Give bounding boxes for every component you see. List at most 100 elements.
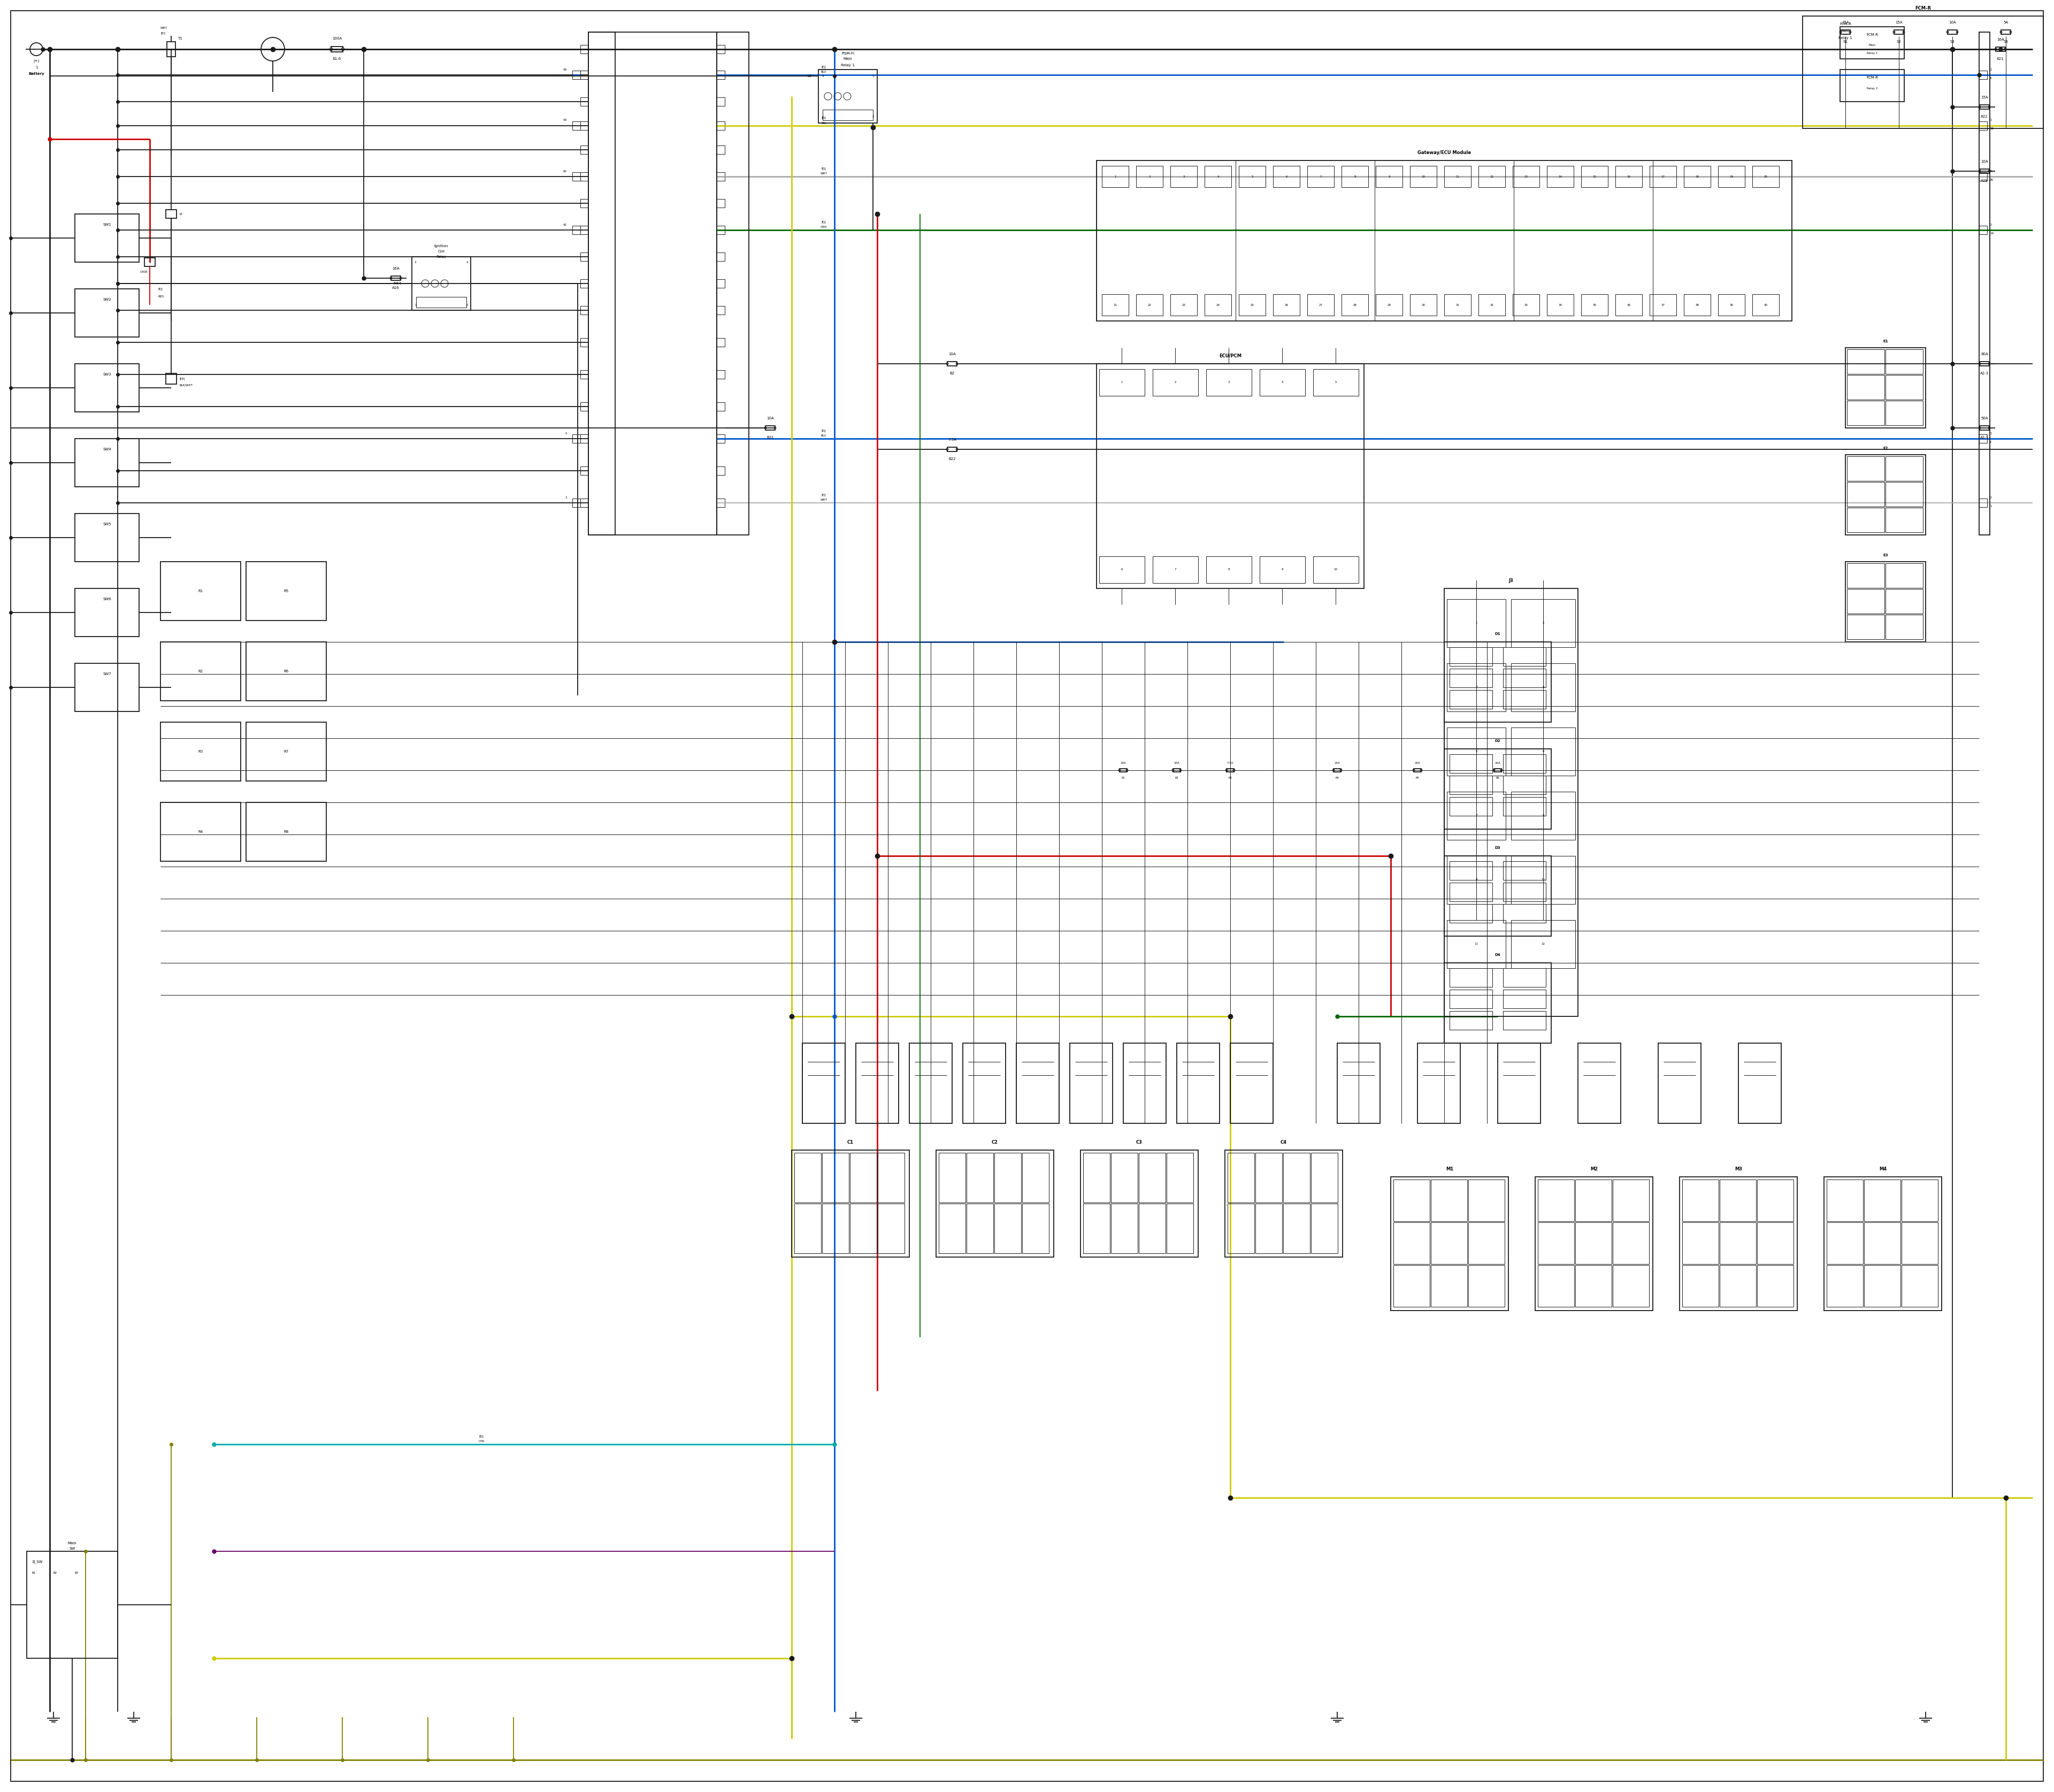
Text: 50A: 50A [1980, 418, 1988, 419]
Text: 37: 37 [1662, 303, 1666, 306]
Bar [1719, 1179, 1756, 1220]
Bar [1224, 1150, 1343, 1256]
Bar [717, 32, 750, 536]
Bar [1512, 599, 1575, 647]
Bar [1450, 862, 1493, 880]
Bar [581, 70, 587, 79]
Text: D: D [1990, 68, 1992, 72]
Bar [1259, 369, 1304, 396]
Bar [1847, 482, 1884, 507]
Text: E1: E1 [1884, 340, 1888, 342]
Bar [74, 663, 140, 711]
Bar [1886, 590, 1923, 613]
Bar [1393, 1179, 1430, 1220]
Bar [1152, 369, 1197, 396]
Text: |EJ|: |EJ| [158, 287, 162, 290]
Bar [1577, 1043, 1621, 1124]
Bar [1894, 30, 1904, 34]
Bar [910, 1043, 953, 1124]
Text: RED: RED [158, 296, 164, 297]
Bar [717, 45, 725, 54]
Text: 7.5A: 7.5A [947, 437, 957, 441]
Text: B22: B22 [949, 457, 955, 461]
Text: Battery: Battery [29, 72, 45, 75]
Bar [947, 448, 957, 452]
Bar [1099, 369, 1144, 396]
Text: A16: A16 [392, 287, 398, 289]
Bar [1152, 556, 1197, 582]
Bar [1504, 862, 1547, 880]
Text: 18: 18 [1695, 176, 1699, 177]
Bar [1980, 172, 1986, 181]
Bar [1417, 1043, 1460, 1124]
Bar [1504, 754, 1547, 772]
Text: A2-3: A2-3 [1980, 371, 1988, 375]
Text: M1: M1 [1446, 1167, 1454, 1172]
Text: 39: 39 [1729, 303, 1734, 306]
Text: 21: 21 [1113, 303, 1117, 306]
Bar [1886, 457, 1923, 480]
Text: SW7: SW7 [103, 672, 111, 676]
Bar [1980, 70, 1986, 79]
Bar [1450, 797, 1493, 815]
Bar [581, 280, 587, 289]
Bar [1306, 167, 1333, 186]
Bar [1313, 556, 1358, 582]
Bar [1376, 294, 1403, 315]
Text: |EJ|: |EJ| [822, 167, 826, 170]
Text: (+): (+) [33, 59, 39, 63]
Bar [573, 70, 581, 79]
Text: 15: 15 [1592, 176, 1596, 177]
Text: SW: SW [70, 1546, 76, 1550]
Bar [1826, 1179, 1863, 1220]
Text: GRN: GRN [820, 226, 828, 229]
Text: Relay 1: Relay 1 [1867, 52, 1877, 56]
Bar [1333, 769, 1341, 772]
Bar [1341, 167, 1368, 186]
Bar [1886, 507, 1923, 532]
Text: D4: D4 [1495, 953, 1501, 957]
Bar [1376, 167, 1403, 186]
Text: E3: E3 [1884, 554, 1888, 557]
Bar [1980, 106, 1988, 109]
Bar [967, 1152, 994, 1202]
Text: 29: 29 [1386, 303, 1391, 306]
Bar [74, 588, 140, 636]
Bar [581, 339, 587, 346]
Text: WHT: WHT [820, 498, 828, 502]
Text: D: D [1990, 496, 1992, 498]
Bar [1082, 1204, 1109, 1253]
Bar [573, 434, 581, 443]
Bar [1446, 919, 1506, 968]
Text: P1: P1 [1121, 776, 1126, 780]
Bar [1017, 1043, 1060, 1124]
Bar [850, 1152, 877, 1202]
Bar [581, 226, 587, 235]
Bar [1444, 167, 1471, 186]
Bar [1080, 1150, 1197, 1256]
Bar [1756, 1179, 1793, 1220]
Text: 11: 11 [1475, 943, 1479, 946]
Bar [1902, 1265, 1937, 1306]
Bar [166, 210, 177, 219]
Bar [27, 1552, 117, 1658]
Bar [717, 226, 725, 235]
Bar [1614, 294, 1641, 315]
Text: A22: A22 [1980, 115, 1988, 118]
Text: A29: A29 [1980, 179, 1988, 183]
Text: C2: C2 [992, 1140, 998, 1145]
Bar [1886, 375, 1923, 400]
Bar [166, 41, 175, 57]
Text: R5: R5 [283, 590, 290, 593]
Bar [1649, 167, 1676, 186]
Text: Main: Main [1869, 45, 1875, 47]
Text: 12: 12 [1540, 943, 1545, 946]
Text: A1-6: A1-6 [333, 57, 341, 61]
Bar [581, 172, 587, 181]
Bar [717, 434, 725, 443]
Bar [1310, 1204, 1337, 1253]
Bar [1844, 348, 1927, 428]
Bar [74, 364, 140, 412]
Bar [1226, 769, 1234, 772]
Bar [581, 122, 587, 131]
